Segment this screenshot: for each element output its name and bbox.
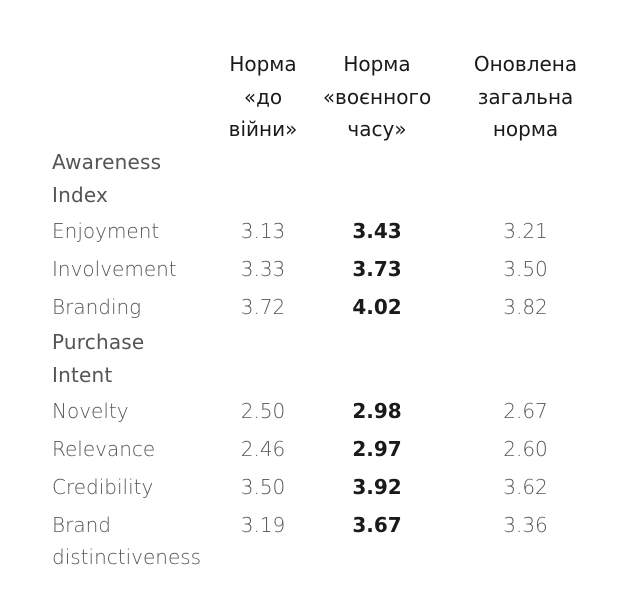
row-label: Relevance bbox=[52, 436, 156, 461]
table-row: Credibility 3.50 3.92 3.62 bbox=[44, 468, 604, 506]
header-prewar-norm: Норма «до війни» bbox=[228, 52, 298, 141]
cell-updated: 3.21 bbox=[503, 218, 548, 243]
cell-wartime: 3.67 bbox=[352, 512, 402, 537]
section-title-purchase-intent: Purchase Intent bbox=[52, 329, 145, 387]
cell-prewar: 2.46 bbox=[240, 436, 286, 461]
cell-updated: 3.82 bbox=[503, 294, 548, 319]
cell-updated: 3.62 bbox=[503, 474, 548, 499]
row-label: Novelty bbox=[52, 398, 129, 423]
cell-updated: 3.50 bbox=[503, 256, 548, 281]
table-row: Enjoyment 3.13 3.43 3.21 bbox=[44, 212, 604, 250]
cell-wartime: 2.97 bbox=[352, 436, 402, 461]
cell-prewar: 3.72 bbox=[240, 294, 286, 319]
cell-wartime: 3.43 bbox=[352, 218, 402, 243]
row-label: Credibility bbox=[52, 474, 154, 499]
header-wartime-norm: Норма «воєнного часу» bbox=[322, 52, 432, 141]
table-row: Relevance 2.46 2.97 2.60 bbox=[44, 430, 604, 468]
cell-prewar: 3.19 bbox=[240, 512, 286, 537]
cell-updated: 2.60 bbox=[503, 436, 548, 461]
table-header-row: Норма «до війни» Норма «воєнного часу» О… bbox=[44, 48, 604, 146]
header-empty bbox=[44, 48, 219, 146]
cell-prewar: 3.33 bbox=[240, 256, 286, 281]
cell-prewar: 3.13 bbox=[240, 218, 286, 243]
table-row: Novelty 2.50 2.98 2.67 bbox=[44, 392, 604, 430]
header-updated-norm: Оновлена загальна норма bbox=[473, 52, 578, 141]
cell-wartime: 3.73 bbox=[352, 256, 402, 281]
table-row: Involvement 3.33 3.73 3.50 bbox=[44, 250, 604, 288]
table-row: Branding 3.72 4.02 3.82 bbox=[44, 288, 604, 326]
row-label: Enjoyment bbox=[52, 218, 160, 243]
cell-wartime: 4.02 bbox=[352, 294, 402, 319]
cell-prewar: 3.50 bbox=[240, 474, 286, 499]
cell-wartime: 3.92 bbox=[352, 474, 402, 499]
cell-updated: 2.67 bbox=[503, 398, 548, 423]
row-label: Branding bbox=[52, 294, 142, 319]
row-label: Brand distinctiveness bbox=[52, 512, 202, 569]
section-row: Purchase Intent bbox=[44, 326, 604, 392]
cell-prewar: 2.50 bbox=[240, 398, 286, 423]
section-title-awareness-index: Awareness Index bbox=[52, 149, 162, 207]
table-row: Brand distinctiveness 3.19 3.67 3.36 bbox=[44, 506, 604, 573]
section-row: Awareness Index bbox=[44, 146, 604, 212]
row-label: Involvement bbox=[52, 256, 177, 281]
cell-wartime: 2.98 bbox=[352, 398, 402, 423]
norms-table: Норма «до війни» Норма «воєнного часу» О… bbox=[44, 48, 604, 573]
cell-updated: 3.36 bbox=[503, 512, 548, 537]
